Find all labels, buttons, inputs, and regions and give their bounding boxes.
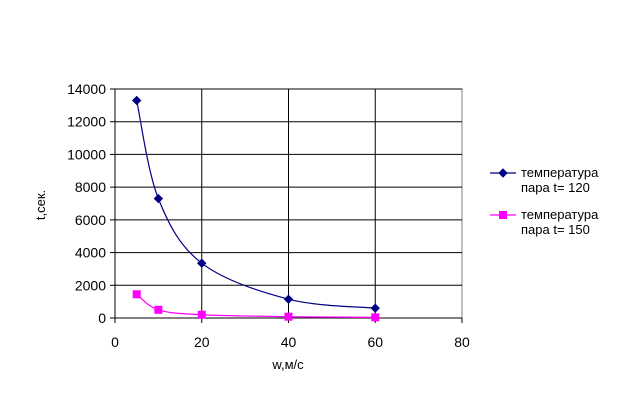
y-tick-label: 6000 (75, 212, 106, 228)
data-point-series-1 (131, 95, 142, 106)
x-tick-label: 20 (194, 334, 210, 350)
grid-lines (114, 88, 462, 319)
legend-label-1: пара t= 120 (521, 180, 590, 195)
x-tick-label: 0 (111, 334, 119, 350)
legend-label-2: температура (521, 207, 599, 222)
y-tick-label: 14000 (67, 81, 106, 97)
data-point-series-2 (197, 310, 206, 319)
legend-marker-2 (499, 211, 507, 219)
data-point-series-2 (154, 305, 163, 314)
data-point-series-2 (132, 290, 141, 299)
y-tick-label: 2000 (75, 277, 106, 293)
y-axis-ticks: 0 2000 4000 6000 8000 10000 12000 14000 (67, 81, 115, 326)
legend-label-1: температура (521, 165, 599, 180)
x-tick-label: 60 (367, 334, 383, 350)
x-axis-label: w,м/с (271, 357, 304, 372)
data-point-series-1 (197, 258, 207, 268)
y-tick-label: 12000 (67, 114, 106, 130)
y-tick-label: 0 (98, 310, 106, 326)
y-tick-label: 10000 (67, 146, 106, 162)
data-point-series-1 (283, 294, 294, 304)
y-tick-label: 4000 (75, 245, 106, 261)
legend-marker-1 (498, 168, 508, 178)
x-tick-label: 40 (281, 334, 297, 350)
series-group (131, 95, 380, 322)
y-axis-label: t,сек. (33, 190, 48, 220)
data-point-series-1 (153, 193, 164, 204)
legend-label-2: пара t= 150 (521, 222, 590, 237)
data-point-series-2 (371, 313, 380, 322)
data-point-series-2 (284, 312, 293, 321)
x-axis-ticks: 0 20 40 60 80 (111, 318, 470, 350)
x-tick-label: 80 (454, 334, 470, 350)
series-line-2 (136, 293, 376, 318)
y-tick-label: 8000 (75, 179, 106, 195)
data-point-series-1 (370, 303, 380, 313)
